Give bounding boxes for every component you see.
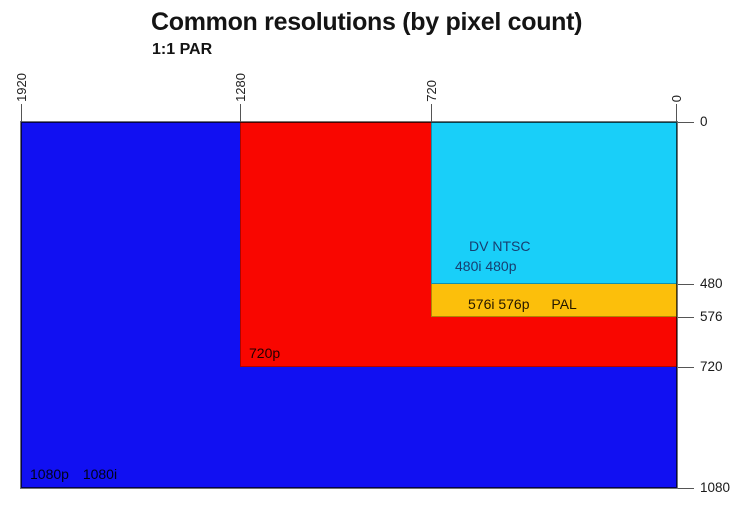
rect-ntsc-cyan (431, 122, 677, 284)
top-tick-720 (431, 104, 432, 122)
top-tick-1280 (240, 104, 241, 122)
label-dv-ntsc-line1: DV NTSC (469, 238, 531, 254)
diagram-subtitle: 1:1 PAR (152, 41, 213, 58)
label-dv-ntsc-line2: 480i 480p (455, 258, 517, 274)
right-tick-label-720: 720 (700, 359, 723, 374)
right-tick-720 (678, 367, 694, 368)
top-tick-label-720: 720 (423, 80, 439, 102)
label-1080p: 1080p (30, 466, 69, 482)
label-pal: 576i 576p PAL (468, 294, 577, 314)
top-tick-label-1280: 1280 (232, 73, 248, 102)
right-tick-0 (678, 122, 694, 123)
right-tick-label-576: 576 (700, 309, 723, 324)
label-720p: 720p (249, 345, 281, 361)
right-tick-label-480: 480 (700, 276, 723, 291)
right-tick-1080 (678, 488, 694, 489)
diagram-title: Common resolutions (by pixel count) (151, 8, 583, 36)
right-tick-label-0: 0 (700, 114, 708, 129)
right-tick-480 (678, 284, 694, 285)
right-tick-576 (678, 317, 694, 318)
top-tick-label-1920: 1920 (13, 73, 29, 102)
label-pal-name: PAL (551, 296, 577, 312)
label-pal-resolutions: 576i 576p (468, 296, 530, 312)
top-tick-0 (676, 104, 677, 122)
label-1080: 1080p 1080i (30, 464, 117, 484)
right-tick-label-1080: 1080 (700, 480, 731, 495)
label-dv-ntsc: DV NTSC 480i 480p (455, 236, 530, 276)
top-tick-label-0: 0 (668, 94, 684, 102)
top-tick-1920 (21, 104, 22, 122)
label-1080i: 1080i (82, 466, 118, 482)
